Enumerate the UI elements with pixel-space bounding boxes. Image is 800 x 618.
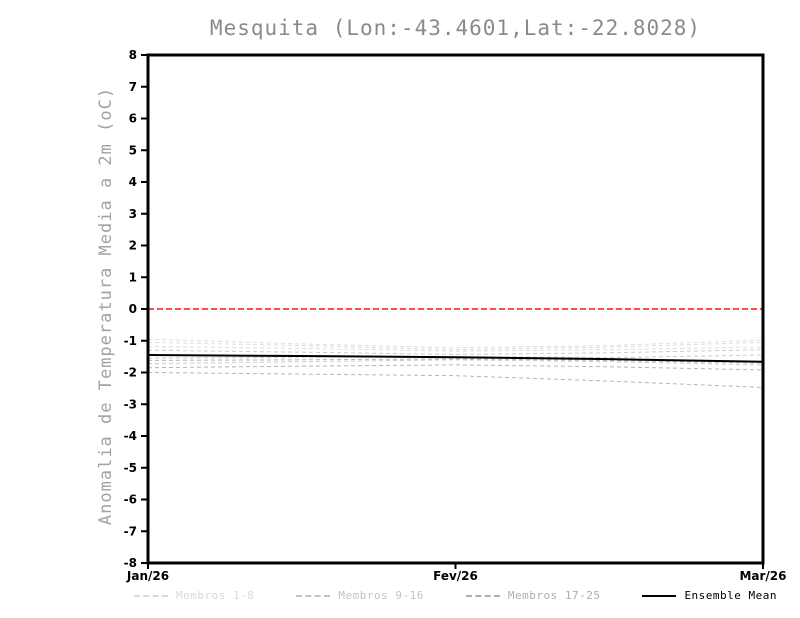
legend-item-membros-17-25: Membros 17-25 (465, 589, 601, 602)
solid-line-swatch (642, 594, 677, 597)
legend-label: Membros 17-25 (507, 589, 601, 602)
svg-text:0: 0 (129, 302, 137, 316)
svg-text:5: 5 (129, 143, 137, 157)
legend-item-membros-9-16: Membros 9-16 (296, 589, 423, 602)
chart-title: Mesquita (Lon:-43.4601,Lat:-22.8028) (209, 16, 702, 40)
svg-text:2: 2 (129, 239, 137, 253)
dashed-line-swatch (134, 594, 168, 597)
svg-text:Jan/26: Jan/26 (126, 569, 169, 583)
svg-text:Fev/26: Fev/26 (433, 569, 478, 583)
legend-label: Membros 9-16 (338, 589, 424, 602)
dashed-line-swatch (465, 594, 500, 597)
legend-item-ensemble-mean: Ensemble Mean (642, 589, 777, 602)
svg-text:-1: -1 (124, 334, 137, 348)
legend-label: Ensemble Mean (684, 589, 778, 602)
svg-text:7: 7 (129, 80, 137, 94)
svg-text:-7: -7 (124, 524, 137, 538)
svg-text:-2: -2 (124, 366, 137, 380)
svg-text:8: 8 (129, 48, 137, 62)
legend-label: Membros 1-8 (176, 589, 255, 602)
svg-text:-3: -3 (124, 397, 137, 411)
svg-text:-5: -5 (124, 461, 137, 475)
svg-text:1: 1 (129, 270, 137, 284)
svg-text:Mar/26: Mar/26 (739, 569, 786, 583)
svg-text:-8: -8 (124, 556, 137, 570)
svg-text:6: 6 (129, 112, 137, 126)
svg-text:-6: -6 (124, 493, 137, 507)
dashed-line-swatch (296, 594, 331, 597)
svg-text:-4: -4 (124, 429, 137, 443)
legend-item-membros-1-8: Membros 1-8 (134, 589, 254, 602)
svg-text:4: 4 (129, 175, 137, 189)
svg-text:3: 3 (129, 207, 137, 221)
legend: Membros 1-8 Membros 9-16 Membros 17-25 E… (134, 589, 777, 602)
